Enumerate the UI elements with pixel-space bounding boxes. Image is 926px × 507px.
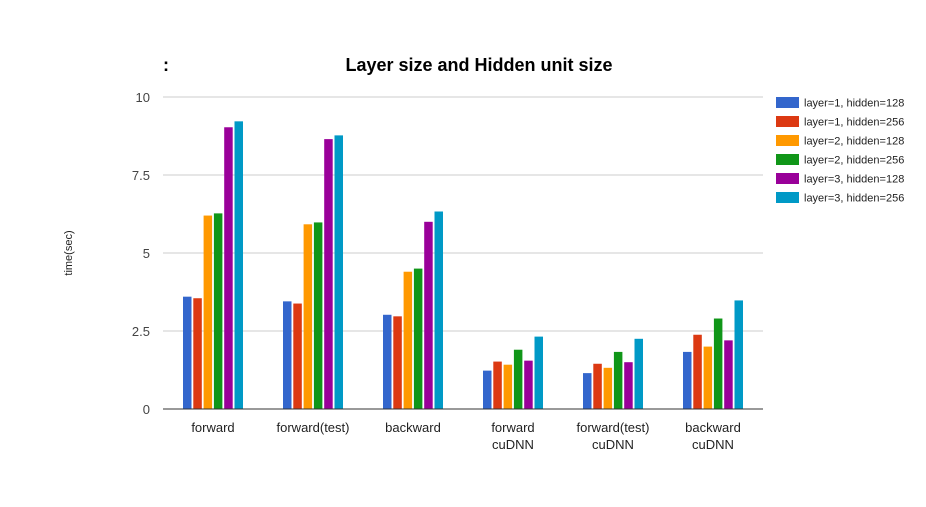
bar <box>713 318 723 409</box>
bar <box>503 364 513 409</box>
bar <box>613 351 623 409</box>
bar <box>213 213 223 409</box>
legend: layer=1, hidden=128 layer=1, hidden=256 la… <box>776 97 904 205</box>
bar <box>513 349 523 409</box>
bar <box>334 135 343 409</box>
legend-label: layer=1, hidden=256 <box>804 117 904 129</box>
bar <box>313 222 323 409</box>
bar <box>434 211 443 409</box>
bar <box>383 314 392 409</box>
bar <box>324 139 333 409</box>
bar <box>724 340 733 409</box>
bar <box>483 370 492 409</box>
bar <box>403 271 413 409</box>
legend-swatch <box>776 173 799 184</box>
bar <box>283 301 292 409</box>
bar <box>303 224 313 409</box>
x-tick-label: cuDNN <box>492 437 534 452</box>
gridlines <box>163 96 763 332</box>
legend-swatch <box>776 154 799 165</box>
legend-swatch <box>776 192 799 203</box>
bar <box>703 346 713 409</box>
bar <box>424 221 433 409</box>
legend-label: layer=2, hidden=128 <box>804 136 904 148</box>
x-tick-label: forward <box>491 420 534 435</box>
x-tick-label: cuDNN <box>592 437 634 452</box>
x-axis-labels: forward forward(test) backward forward cuDNN… <box>191 420 741 452</box>
x-tick-label: backward <box>685 420 741 435</box>
bar <box>193 298 202 409</box>
legend-swatch <box>776 97 799 108</box>
legend-swatch <box>776 116 799 127</box>
y-tick-label: 0 <box>143 402 150 417</box>
bar <box>693 334 702 409</box>
x-tick-label: backward <box>385 420 441 435</box>
bar <box>524 360 533 409</box>
bar <box>413 268 423 409</box>
x-tick-label: cuDNN <box>692 437 734 452</box>
bar <box>583 373 592 409</box>
bar <box>224 127 233 409</box>
bar <box>603 367 613 409</box>
y-axis-label: time(sec) <box>63 230 75 275</box>
y-tick-label: 7.5 <box>132 168 150 183</box>
bar <box>234 121 243 409</box>
bar <box>183 296 192 409</box>
chart-title-prefix: : <box>163 55 169 75</box>
bar <box>393 316 402 409</box>
y-tick-label: 10 <box>136 90 150 105</box>
chart-title: Layer size and Hidden unit size <box>345 55 612 75</box>
bar <box>624 362 633 409</box>
bar <box>593 363 602 409</box>
bar <box>493 361 502 409</box>
bar <box>203 215 213 409</box>
x-tick-label: forward(test) <box>277 420 350 435</box>
legend-label: layer=3, hidden=256 <box>804 193 904 205</box>
legend-label: layer=3, hidden=128 <box>804 174 904 186</box>
legend-label: layer=2, hidden=256 <box>804 155 904 167</box>
bar <box>634 338 643 409</box>
bar <box>734 300 743 409</box>
legend-label: layer=1, hidden=128 <box>804 98 904 110</box>
bar <box>293 303 302 409</box>
bar <box>683 351 692 409</box>
y-tick-label: 2.5 <box>132 324 150 339</box>
y-tick-label: 5 <box>143 246 150 261</box>
x-tick-label: forward(test) <box>577 420 650 435</box>
bars <box>183 121 743 409</box>
bar <box>534 336 543 409</box>
legend-swatch <box>776 135 799 146</box>
y-axis-ticks: 0 2.5 5 7.5 10 <box>132 90 150 417</box>
x-tick-label: forward <box>191 420 234 435</box>
